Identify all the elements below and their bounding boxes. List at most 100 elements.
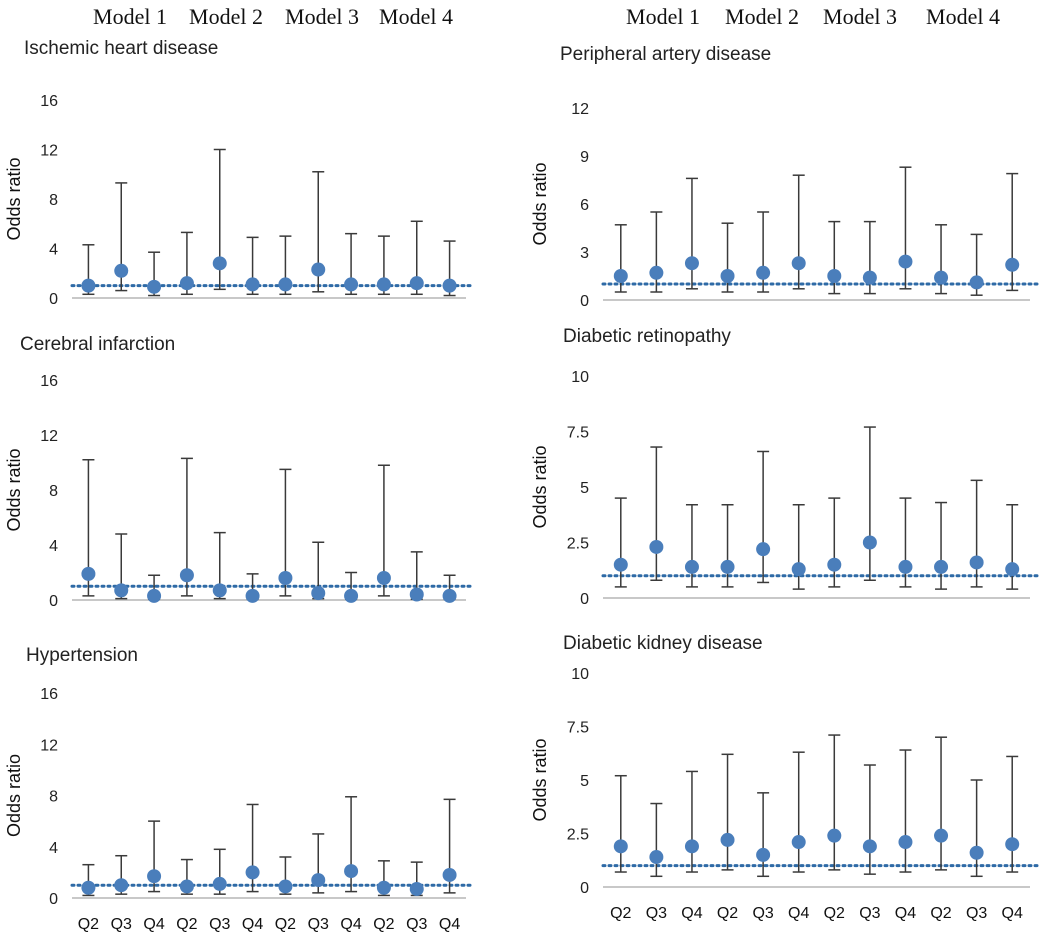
data-point (376, 277, 391, 292)
y-tick-label: 0 (49, 291, 58, 308)
model-header-right-1: Model 1 (626, 4, 700, 29)
x-tick-label: Q2 (275, 916, 296, 933)
data-point (720, 269, 735, 283)
chart-title: Hypertension (26, 645, 138, 666)
data-point (684, 839, 699, 854)
data-point (791, 562, 806, 577)
chart-panel: Peripheral artery disease Odds ratio 0 3 6 9 1… (530, 44, 1040, 310)
y-tick-label: 2.5 (567, 536, 589, 553)
data-point (684, 559, 699, 574)
data-point (898, 254, 913, 269)
data-point (376, 571, 391, 585)
model-header-left-1: Model 1 (93, 4, 167, 29)
data-point (179, 276, 194, 291)
x-tick-label: Q3 (209, 916, 230, 933)
data-point (756, 542, 771, 557)
data-point (684, 256, 699, 271)
x-tick-label: Q2 (930, 905, 951, 922)
x-tick-label: Q2 (717, 905, 738, 922)
data-point (81, 278, 96, 293)
model-header-left-3: Model 3 (285, 4, 359, 29)
y-tick-label: 10 (571, 666, 589, 683)
data-point (344, 588, 359, 603)
y-tick-label: 4 (49, 242, 58, 259)
data-point (862, 270, 877, 285)
data-point (344, 864, 359, 879)
data-point (1005, 837, 1020, 852)
y-tick-label: 4 (49, 840, 58, 857)
data-point (862, 535, 877, 550)
data-point (311, 586, 326, 601)
chart-panel: Diabetic retinopathy Odds ratio 0 2.5 5 7.5 10 (530, 326, 1040, 608)
data-point (862, 839, 877, 854)
data-point (311, 262, 326, 277)
x-tick-label: Q4 (895, 905, 916, 922)
data-point (81, 566, 96, 581)
data-point (409, 587, 424, 602)
model-headers-left: Model 1 Model 2 Model 3 Model 4 (93, 4, 453, 29)
y-tick-label: 12 (571, 101, 589, 118)
model-header-left-4: Model 4 (379, 4, 453, 29)
x-tick-label: Q3 (859, 905, 880, 922)
y-axis-title: Odds ratio (530, 738, 550, 821)
x-tick-label: Q4 (788, 905, 809, 922)
data-point (442, 867, 457, 882)
x-tick-label: Q3 (406, 916, 427, 933)
y-tick-label: 0 (580, 293, 589, 310)
y-tick-label: 0 (580, 880, 589, 897)
data-point (756, 265, 771, 280)
x-tick-label: Q3 (111, 916, 132, 933)
model-header-right-4: Model 4 (926, 4, 1000, 29)
data-point (245, 588, 260, 603)
data-point (114, 263, 129, 278)
model-header-left-2: Model 2 (189, 4, 263, 29)
data-point (245, 865, 260, 880)
data-point (720, 559, 735, 574)
y-axis-title: Odds ratio (530, 445, 550, 528)
y-tick-label: 0 (49, 891, 58, 908)
data-point (311, 873, 326, 888)
x-tick-label: Q2 (78, 916, 99, 933)
y-tick-label: 16 (40, 373, 58, 390)
y-axis-title: Odds ratio (4, 754, 24, 837)
data-point (147, 869, 162, 884)
data-point (649, 265, 664, 280)
model-header-right-3: Model 3 (823, 4, 897, 29)
x-tick-label: Q3 (966, 905, 987, 922)
data-point (212, 583, 227, 598)
y-tick-label: 6 (580, 197, 589, 214)
data-point (791, 256, 806, 271)
y-tick-label: 8 (49, 789, 58, 806)
y-tick-label: 3 (580, 245, 589, 262)
data-point (278, 571, 293, 585)
x-tick-label: Q4 (439, 916, 460, 933)
data-point (934, 559, 949, 574)
y-tick-label: 12 (40, 428, 58, 445)
data-point (934, 828, 949, 843)
y-axis-title: Odds ratio (4, 448, 24, 531)
data-point (720, 832, 735, 847)
data-point (344, 277, 359, 292)
chart-panel: Hypertension Odds ratio 0 4 8 12 16 Q2 Q3 Q4 Q2 Q3 Q… (4, 645, 476, 933)
y-tick-label: 7.5 (567, 720, 589, 737)
data-point (613, 557, 628, 572)
data-point (969, 845, 984, 860)
x-tick-label: Q3 (646, 905, 667, 922)
data-point (81, 880, 96, 895)
y-tick-label: 12 (40, 143, 58, 160)
data-point (1005, 257, 1020, 272)
y-tick-label: 0 (49, 593, 58, 610)
data-point (442, 588, 457, 603)
y-tick-label: 8 (49, 192, 58, 209)
data-point (179, 879, 194, 894)
x-tick-label: Q3 (308, 916, 329, 933)
data-point (613, 269, 628, 283)
data-point (827, 269, 842, 283)
chart-title: Diabetic retinopathy (563, 326, 731, 347)
x-tick-label: Q4 (340, 916, 361, 933)
data-point (934, 270, 949, 285)
data-point (147, 279, 162, 294)
data-point (114, 878, 129, 893)
data-point (613, 839, 628, 854)
